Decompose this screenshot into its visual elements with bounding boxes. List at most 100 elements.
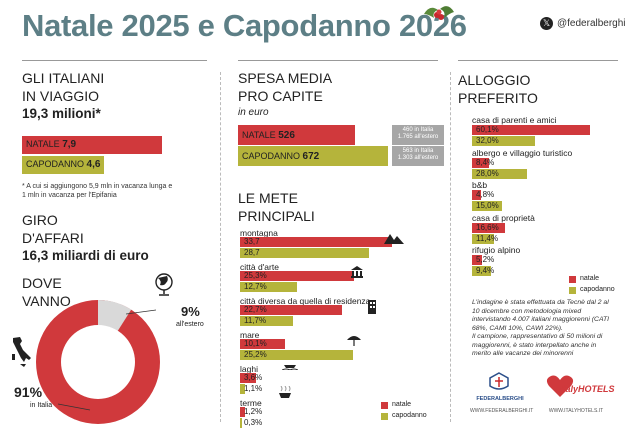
natale-bar <box>472 125 591 135</box>
abroad-percent: 9% <box>181 304 200 319</box>
destination-heading-line1: DOVE <box>22 275 62 291</box>
natale-bar <box>472 222 505 233</box>
italy-map-icon <box>12 337 31 367</box>
spa-icon <box>279 386 291 398</box>
alloggio-heading-line2: PREFERITO <box>458 90 538 106</box>
capodanno-bar <box>240 418 242 428</box>
natale-value-label: 3,6% <box>244 373 263 382</box>
legend-capodanno: capodanno <box>392 412 427 419</box>
divider <box>458 60 618 61</box>
spending-heading-line1: SPESA MEDIA <box>238 70 333 86</box>
natale-value-label: 10,1% <box>244 339 267 348</box>
capodanno-bar <box>472 168 528 179</box>
natale-value-label: 4,8% <box>476 190 495 199</box>
legend-capodanno-swatch-2 <box>569 287 576 294</box>
capodanno-value-label: 12,7% <box>244 282 267 291</box>
travel-heading-line1: GLI ITALIANI <box>22 70 105 86</box>
natale-bar <box>240 271 354 281</box>
capodanno-bar <box>240 316 293 326</box>
capodanno-bar <box>472 233 495 244</box>
natale-value-label: 22,7% <box>244 305 267 314</box>
column-divider <box>220 72 221 422</box>
travel-heading-line2: IN VIAGGIO <box>22 88 100 104</box>
natale-bar <box>240 407 246 417</box>
capodanno-value-label: 28,7 <box>244 248 260 257</box>
natale-travel-bar <box>22 136 162 154</box>
federalberghi-logo-icon <box>489 372 509 390</box>
natale-value-label: 60,1% <box>476 125 499 134</box>
social-handle[interactable]: 𝕏 @federalberghi <box>540 17 626 30</box>
natale-value-label: 25,3% <box>244 271 267 280</box>
capodanno-value-label: 11,7% <box>244 316 267 325</box>
capodanno-value-label: 28,0% <box>476 168 499 178</box>
holly-icon <box>424 6 454 20</box>
capodanno-travel-bar <box>22 156 104 174</box>
capodanno-value-label: 1,1% <box>244 384 263 393</box>
abroad-label: all'estero <box>176 321 204 328</box>
social-handle-text: @federalberghi <box>557 18 626 29</box>
destination-heading-line2: VANNO <box>22 293 71 309</box>
umbrella-icon <box>347 336 361 346</box>
legend-natale-swatch-2 <box>569 276 576 283</box>
capodanno-spending-note: 563 in Italia 1.303 all'estero <box>392 146 444 166</box>
category-label: rifugio alpino <box>472 245 521 255</box>
category-label: montagna <box>240 228 278 238</box>
capodanno-value-label: 25,2% <box>244 350 267 359</box>
destination-donut <box>36 300 160 424</box>
globe-icon <box>155 273 173 296</box>
methodology-note: L'indagine è stata effettuata da Tecnè d… <box>472 299 610 357</box>
lake-boat-icon <box>282 365 298 370</box>
natale-spending-label: NATALE 526 <box>242 130 295 141</box>
spending-unit: in euro <box>238 107 269 118</box>
category-label: città diversa da quella di residenza <box>240 296 371 306</box>
natale-bar <box>472 157 489 168</box>
category-label: laghi <box>240 364 258 374</box>
natale-value-label: 33,7 <box>244 237 260 246</box>
legend-natale-2: natale <box>580 275 600 282</box>
category-label: albergo e villaggio turistico <box>472 147 573 158</box>
natale-spending-bar <box>238 125 356 145</box>
natale-bar <box>240 339 286 349</box>
divider <box>22 60 207 61</box>
capodanno-bar <box>472 201 502 211</box>
business-heading-line1: GIRO <box>22 212 58 228</box>
italy-label: in Italia <box>30 402 53 409</box>
legend-capodanno-2: capodanno <box>580 286 615 293</box>
category-label: terme <box>240 398 262 408</box>
capodanno-spending-bar <box>238 146 388 166</box>
legend-natale-swatch <box>381 402 388 409</box>
category-label: b&b <box>472 180 488 190</box>
natale-bar <box>472 255 483 265</box>
italyhotels-url[interactable]: WWW.ITALYHOTELS.IT <box>548 408 604 414</box>
capodanno-value-label: 9,4% <box>476 266 495 275</box>
capodanno-value-label: 32,0% <box>476 136 499 145</box>
natale-bar <box>240 373 257 383</box>
capodanno-bar <box>240 350 354 360</box>
column-divider <box>450 72 451 422</box>
federalberghi-logo: FEDERALBERGHI <box>476 396 524 402</box>
x-logo-icon: 𝕏 <box>540 17 553 30</box>
capodanno-bar <box>472 266 491 276</box>
monument-icon <box>351 266 363 278</box>
capodanno-bar <box>240 248 370 258</box>
category-label: casa di proprietà <box>472 212 535 223</box>
spending-heading-line2: PRO CAPITE <box>238 88 323 104</box>
capodanno-bar <box>240 384 245 394</box>
mountain-icon <box>384 234 404 244</box>
natale-spending-note: 460 in Italia 1.765 all'estero <box>392 125 444 145</box>
capodanno-value-label: 0,3% <box>244 418 263 427</box>
natale-bar <box>240 305 343 315</box>
legend-capodanno-swatch <box>381 413 388 420</box>
category-label: città d'arte <box>240 262 279 272</box>
natale-value-label: 8,4% <box>476 157 495 167</box>
category-label: casa di parenti e amici <box>472 115 557 125</box>
federalberghi-url[interactable]: WWW.FEDERALBERGHI.IT <box>470 408 534 414</box>
page-title: Natale 2025 e Capodanno 2026 <box>22 8 467 43</box>
legend-natale: natale <box>392 401 412 408</box>
natale-value-label: 5,2% <box>476 255 495 264</box>
italy-percent: 91% <box>14 384 43 400</box>
heart-logo-icon <box>546 375 574 397</box>
building-icon <box>368 300 376 314</box>
donut-hole <box>61 325 135 399</box>
travel-footnote: * A cui si aggiungono 5,9 mln in vacanza… <box>22 183 173 199</box>
